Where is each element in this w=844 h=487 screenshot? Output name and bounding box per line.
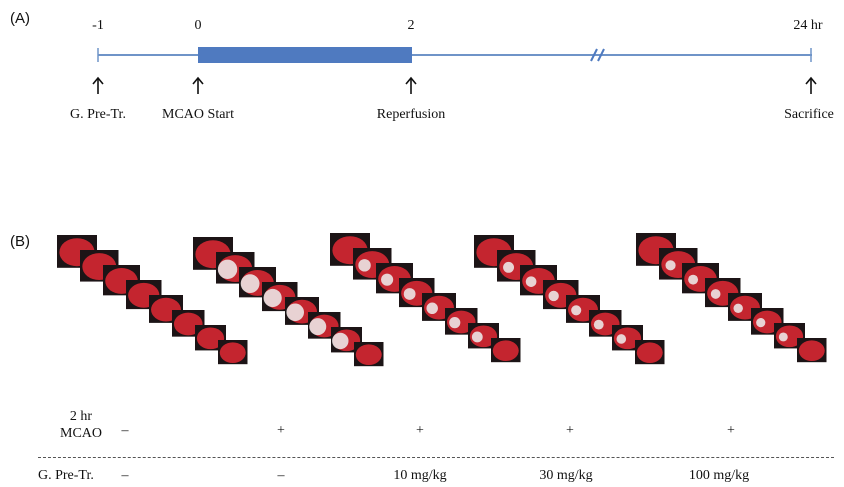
- infarct-area: [309, 318, 327, 336]
- brain-slice: [355, 344, 382, 366]
- infarct-area: [616, 334, 627, 344]
- infarct-area: [593, 319, 604, 330]
- axis-break-mark: [590, 48, 605, 62]
- panel-b-label: (B): [10, 233, 30, 250]
- mcao-row-label-line2: MCAO: [60, 426, 103, 441]
- infarct-area: [358, 259, 371, 272]
- infarct-area: [688, 274, 699, 285]
- infarct-area: [756, 318, 766, 328]
- pretr-value-group-5: 100 mg/kg: [688, 468, 750, 483]
- brain-slice: [613, 327, 642, 350]
- pretr-value-group-3: 10 mg/kg: [393, 468, 447, 483]
- mcao-value-group-3: +: [416, 423, 424, 438]
- tick-label-2: 2: [407, 18, 415, 33]
- infarct-area: [548, 290, 559, 302]
- slice-stack-group-1: [57, 235, 248, 365]
- pretr-value-group-4: 30 mg/kg: [539, 468, 593, 483]
- event-label-pretreatment: G. Pre-Tr.: [70, 107, 126, 122]
- event-label-sacrifice: Sacrifice: [784, 107, 834, 122]
- infarct-area: [403, 288, 416, 300]
- infarct-area: [449, 317, 461, 329]
- event-label-mcao-start: MCAO Start: [162, 107, 234, 122]
- slice-stack-group-4: [474, 235, 665, 365]
- brain-slices-image: [57, 233, 827, 367]
- timeline-graphic: [92, 47, 817, 94]
- infarct-area: [286, 303, 305, 322]
- infarct-area: [710, 289, 721, 299]
- infarct-area: [733, 303, 743, 314]
- infarct-area: [665, 260, 676, 271]
- infarct-area: [426, 302, 438, 315]
- slice-stack-group-2: [193, 237, 384, 367]
- pretr-value-group-2: –: [277, 468, 285, 483]
- brain-slice: [636, 342, 663, 364]
- brain-slice: [196, 327, 225, 350]
- slice-stack-group-5: [636, 233, 827, 363]
- panel-a-label: (A): [10, 10, 30, 27]
- brain-slice: [492, 340, 519, 362]
- infarct-area: [240, 274, 260, 294]
- mcao-duration-bar: [198, 47, 412, 63]
- brain-slice: [798, 340, 825, 362]
- event-label-reperfusion: Reperfusion: [376, 107, 446, 122]
- arrow-up-icon: [805, 76, 817, 94]
- mcao-row-label-line1: 2 hr: [69, 409, 93, 424]
- infarct-area: [778, 332, 788, 342]
- brain-slice: [219, 342, 246, 364]
- brain-slice: [775, 325, 804, 348]
- infarct-area: [525, 276, 537, 287]
- infarct-area: [217, 259, 238, 280]
- arrow-up-icon: [405, 76, 417, 94]
- pretr-value-group-1: –: [121, 468, 129, 483]
- mcao-value-group-4: +: [566, 423, 574, 438]
- infarct-area: [471, 331, 483, 343]
- tick-label-0: 0: [194, 18, 202, 33]
- slice-stack-group-3: [330, 233, 521, 363]
- mcao-value-group-1: –: [121, 423, 129, 438]
- infarct-area: [503, 261, 515, 273]
- pretreatment-row-label: G. Pre-Tr.: [38, 468, 94, 483]
- mcao-value-group-5: +: [727, 423, 735, 438]
- arrow-up-icon: [92, 76, 104, 94]
- arrow-up-icon: [192, 76, 204, 94]
- infarct-area: [381, 273, 394, 286]
- tick-label-24-hr: 24 hr: [793, 18, 823, 33]
- infarct-area: [571, 305, 582, 316]
- row-divider: [38, 457, 834, 458]
- mcao-row-label: 2 hr MCAO: [60, 408, 102, 442]
- infarct-area: [263, 288, 282, 308]
- tick-label-minus-1: -1: [92, 18, 104, 33]
- infarct-area: [332, 332, 349, 350]
- mcao-value-group-2: +: [277, 423, 285, 438]
